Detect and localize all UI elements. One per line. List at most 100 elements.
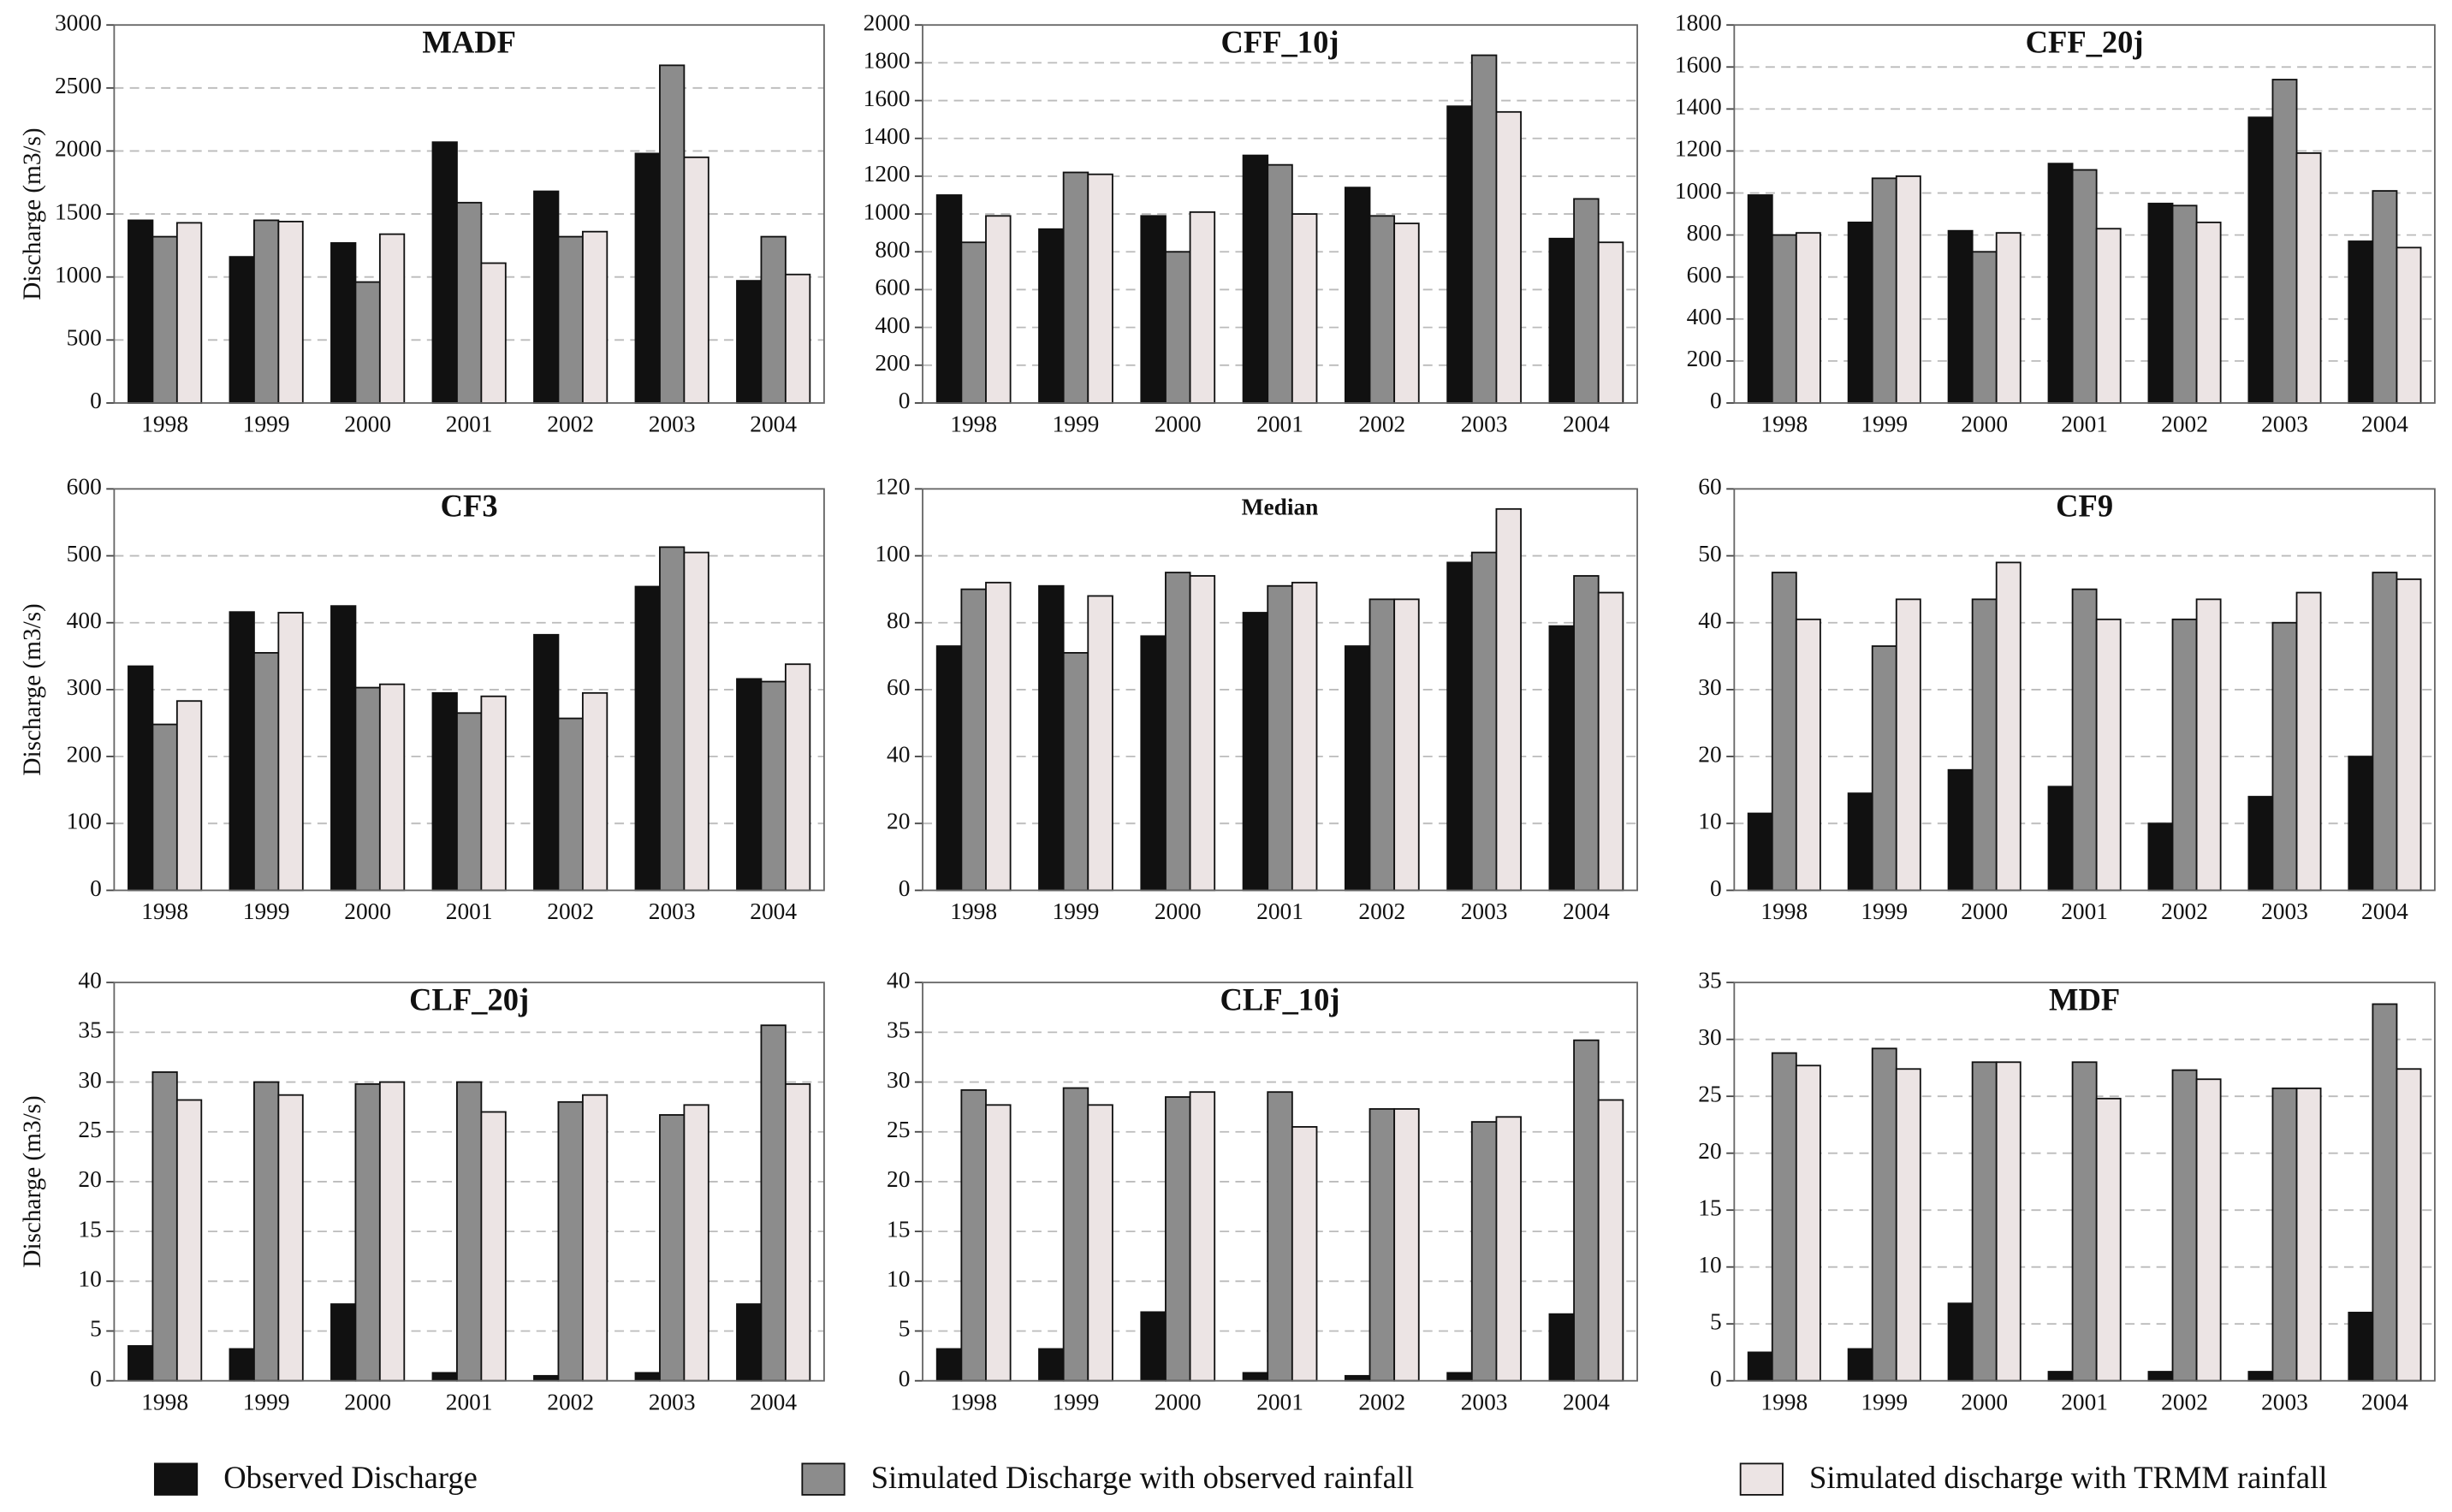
- y-tick-label: 400: [875, 312, 910, 338]
- y-tick-label: 10: [1698, 1252, 1721, 1278]
- bar: [1995, 232, 2022, 404]
- bar: [151, 1071, 178, 1382]
- x-tick-label: 1998: [950, 412, 997, 437]
- bar: [431, 1372, 458, 1382]
- bar: [1971, 1061, 1998, 1382]
- bar: [784, 273, 811, 404]
- bar: [2372, 190, 2398, 404]
- y-tick-label: 1800: [1675, 9, 1722, 35]
- y-tick-label: 600: [1687, 262, 1722, 288]
- bar: [1947, 1302, 1974, 1382]
- bar: [1747, 812, 1773, 892]
- y-tick-label: 1500: [55, 199, 102, 224]
- bar: [151, 235, 178, 404]
- x-tick-label: 2001: [2061, 898, 2108, 924]
- bar: [1038, 1348, 1065, 1382]
- x-tick-label: 2002: [2161, 898, 2208, 924]
- bar: [253, 1081, 280, 1382]
- bar: [330, 242, 357, 404]
- legend-label: Observed Discharge: [223, 1460, 478, 1495]
- bar: [581, 691, 609, 892]
- y-tick-label: 20: [887, 809, 910, 834]
- bar: [1895, 175, 1921, 404]
- y-tick-label: 0: [90, 388, 102, 413]
- bar: [1038, 584, 1065, 892]
- bar: [1087, 595, 1113, 892]
- bar: [1087, 1104, 1113, 1382]
- bar: [1165, 572, 1191, 892]
- bar: [1573, 198, 1600, 404]
- y-tick-label: 15: [887, 1216, 910, 1242]
- bar: [1947, 768, 1974, 892]
- x-tick-label: 2000: [1961, 1389, 2008, 1414]
- bar: [378, 233, 406, 404]
- chart-title: CLF_10j: [1220, 981, 1340, 1017]
- bar: [1242, 1372, 1269, 1382]
- x-tick-label: 2004: [1563, 898, 1610, 924]
- bar: [431, 141, 458, 404]
- x-tick-label: 1998: [1760, 898, 1808, 924]
- bar: [253, 219, 280, 404]
- bar: [2195, 221, 2222, 404]
- x-tick-label: 2003: [1461, 412, 1508, 437]
- x-tick-label: 2002: [1358, 898, 1405, 924]
- plot-frame: [113, 24, 825, 404]
- bar: [1895, 1068, 1921, 1382]
- bar: [354, 1082, 381, 1382]
- x-tick-label: 2004: [2361, 1389, 2408, 1414]
- x-tick-label: 1999: [1053, 898, 1100, 924]
- bar: [480, 262, 507, 404]
- x-tick-label: 2001: [1256, 412, 1303, 437]
- y-tick-label: 600: [67, 474, 102, 500]
- x-tick-label: 2002: [2161, 1389, 2208, 1414]
- bar: [2047, 163, 2074, 404]
- bar: [1495, 507, 1522, 892]
- bar: [1548, 625, 1576, 892]
- x-tick-label: 1999: [1861, 898, 1908, 924]
- bar: [2095, 618, 2122, 892]
- bar: [2295, 591, 2322, 892]
- bar: [2147, 202, 2174, 404]
- bar: [1470, 54, 1498, 404]
- bar: [1470, 551, 1498, 892]
- y-tick-label: 35: [887, 1017, 910, 1043]
- x-tick-label: 2001: [446, 898, 493, 924]
- y-tick-label: 0: [1710, 388, 1722, 413]
- x-tick-label: 2000: [1155, 898, 1202, 924]
- x-tick-label: 1998: [950, 898, 997, 924]
- y-tick-label: 300: [67, 674, 102, 700]
- legend-label: Simulated discharge with TRMM rainfall: [1809, 1460, 2327, 1495]
- bar: [557, 1100, 584, 1382]
- bar: [1771, 234, 1797, 404]
- chart-title: Median: [1242, 494, 1319, 519]
- y-tick-label: 40: [78, 967, 101, 993]
- bar: [1971, 251, 1998, 404]
- x-tick-label: 2003: [2261, 1389, 2308, 1414]
- bar: [1267, 163, 1293, 404]
- y-tick-label: 30: [78, 1067, 101, 1093]
- x-tick-label: 1998: [950, 1389, 997, 1414]
- bar: [1368, 215, 1396, 404]
- bar: [1895, 598, 1921, 892]
- y-tick-label: 40: [887, 741, 910, 767]
- x-tick-label: 2001: [1256, 898, 1303, 924]
- bar: [1267, 584, 1293, 892]
- bar: [1368, 1108, 1396, 1382]
- x-tick-label: 2001: [1256, 1389, 1303, 1414]
- bar: [659, 64, 686, 404]
- bar: [1747, 194, 1773, 404]
- bar: [1393, 1108, 1420, 1382]
- x-tick-label: 1999: [243, 898, 290, 924]
- bar: [634, 1372, 661, 1382]
- x-tick-label: 2002: [1358, 412, 1405, 437]
- bar: [2372, 1003, 2398, 1382]
- chart-title: CFF_10j: [1221, 24, 1339, 59]
- x-tick-label: 2004: [1563, 412, 1610, 437]
- bar: [354, 686, 381, 892]
- bar: [736, 280, 763, 404]
- y-tick-label: 30: [1698, 674, 1721, 700]
- bar: [1165, 251, 1191, 404]
- y-tick-label: 500: [67, 325, 102, 351]
- y-tick-label: 100: [875, 541, 910, 566]
- bar: [1495, 110, 1522, 404]
